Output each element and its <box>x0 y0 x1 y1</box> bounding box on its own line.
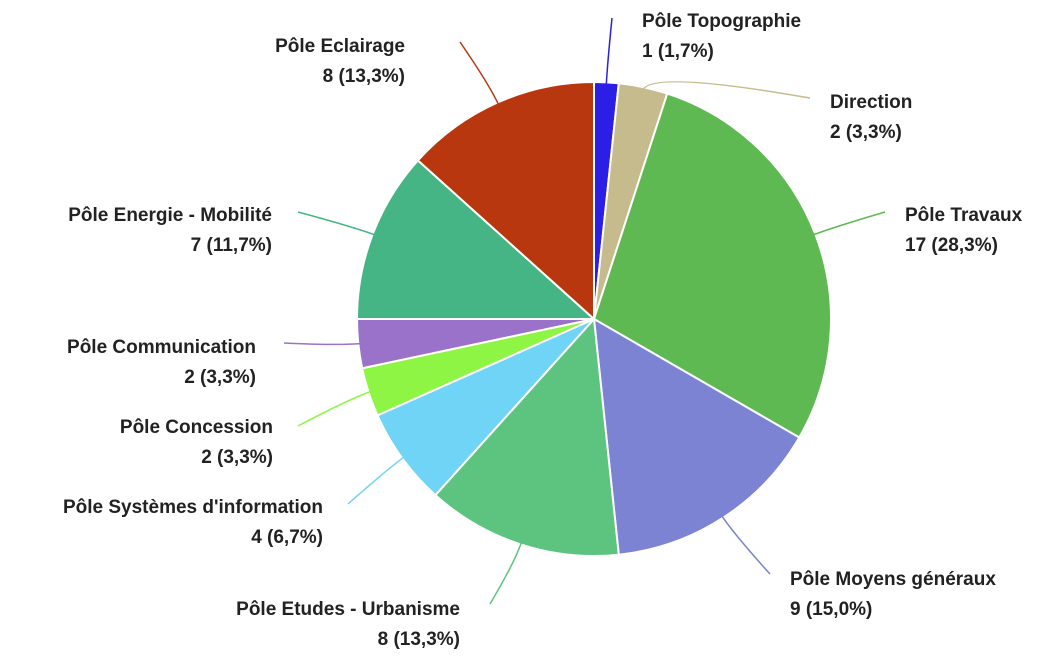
slice-value-label: 8 (13,3%) <box>378 629 460 650</box>
slice-label: Pôle Moyens généraux <box>790 569 996 590</box>
leader-line <box>489 540 523 605</box>
leader-line <box>297 390 373 427</box>
leader-line <box>459 41 500 107</box>
slice-label: Pôle Energie - Mobilité <box>68 205 272 226</box>
leader-line <box>605 17 613 87</box>
slice-label: Pôle Systèmes d'information <box>63 497 323 518</box>
slice-label: Pôle Eclairage <box>275 36 405 57</box>
slice-value-label: 2 (3,3%) <box>184 367 256 388</box>
slice-value-label: 2 (3,3%) <box>830 122 902 143</box>
leader-line <box>811 211 886 237</box>
leader-line <box>720 514 771 575</box>
slice-label: Pôle Topographie <box>642 11 801 32</box>
slice-label: Direction <box>830 92 912 113</box>
slice-label: Pôle Etudes - Urbanisme <box>236 599 460 620</box>
slice-value-label: 9 (15,0%) <box>790 599 872 620</box>
slice-label: Pôle Communication <box>67 337 256 358</box>
leader-line <box>283 342 363 346</box>
slice-value-label: 1 (1,7%) <box>642 41 714 62</box>
leader-line <box>641 81 811 99</box>
slice-value-label: 7 (11,7%) <box>191 235 272 256</box>
leader-line <box>297 211 377 237</box>
slice-value-label: 4 (6,7%) <box>251 527 323 548</box>
slice-value-label: 17 (28,3%) <box>905 235 998 256</box>
slice-value-label: 8 (13,3%) <box>323 66 405 87</box>
slice-label: Pôle Concession <box>120 417 273 438</box>
slice-value-label: 2 (3,3%) <box>201 447 273 468</box>
slice-label: Pôle Travaux <box>905 205 1023 226</box>
leader-line <box>347 455 406 505</box>
